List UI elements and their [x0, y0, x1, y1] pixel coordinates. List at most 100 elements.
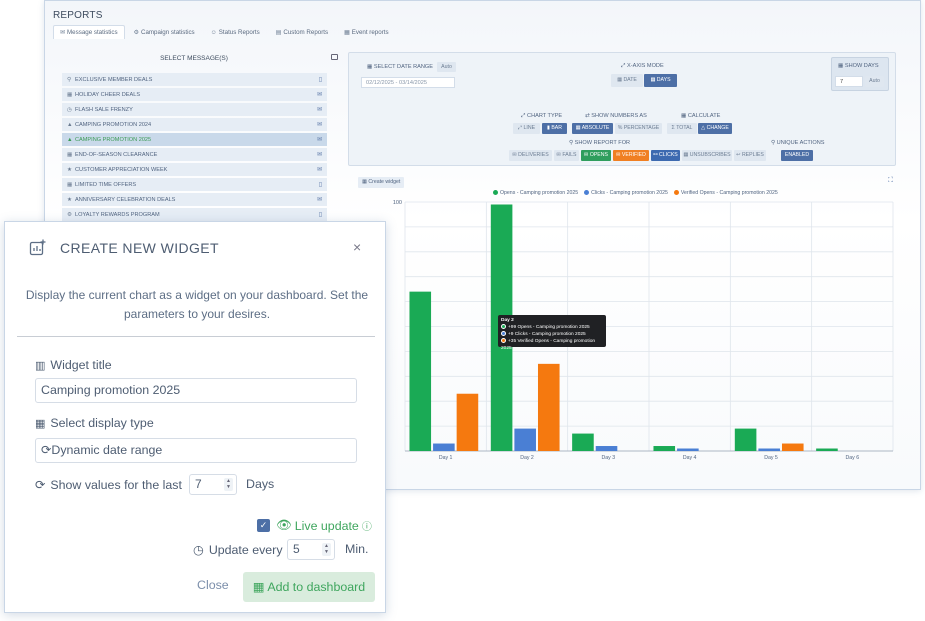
date-range-label-text: SELECT DATE RANGE: [373, 64, 434, 70]
list-item-label: HOLIDAY CHEER DEALS: [75, 91, 141, 98]
legend-item-verified[interactable]: Verified Opens - Camping promotion 2025: [673, 190, 778, 196]
tent-icon: ▲: [67, 121, 73, 128]
unique-actions-toggle[interactable]: ENABLED: [781, 150, 813, 161]
chart-line-button[interactable]: ⤢ LINE: [513, 123, 540, 134]
tab-label: Message statistics: [67, 29, 118, 36]
display-type-label-text: Select display type: [50, 416, 154, 430]
show-days-auto-button[interactable]: Auto: [865, 76, 884, 87]
printer-icon: ▤: [275, 30, 282, 36]
report-clicks-button[interactable]: ⚯ CLICKS: [651, 150, 680, 161]
live-update-checkbox[interactable]: ✓: [257, 519, 270, 532]
tooltip-line-clicks: +9 Clicks - Camping promotion 2025: [501, 331, 603, 338]
xaxis-date-label: DATE: [623, 77, 637, 83]
x-tick-label: Day 4: [683, 455, 697, 461]
unique-actions-label-text: UNIQUE ACTIONS: [776, 140, 825, 146]
chart-bar-button[interactable]: ▮ BAR: [542, 123, 567, 134]
legend-label: Clicks - Camping promotion 2025: [591, 190, 668, 196]
tab-custom-reports[interactable]: ▤ Custom Reports: [269, 25, 335, 39]
stepper-arrows-icon[interactable]: ▲ ▼: [322, 543, 331, 556]
list-item-selected[interactable]: ▲ CAMPING PROMOTION 2025 ✉: [62, 133, 327, 146]
show-days-input[interactable]: 7: [835, 76, 863, 87]
legend-label: Opens - Camping promotion 2025: [500, 190, 579, 196]
calendar-icon: ▦: [617, 77, 624, 83]
bar-chart-icon: ▮: [547, 125, 552, 131]
report-for-label: ⚲ SHOW REPORT FOR: [569, 140, 631, 146]
report-fails-button[interactable]: ✉ FAILS: [554, 150, 579, 161]
xaxis-date-button[interactable]: ▦ DATE: [611, 74, 643, 87]
clock-icon: ◷: [67, 106, 72, 113]
star-icon: ★: [67, 196, 73, 203]
email-icon: ✉: [316, 197, 322, 203]
report-opens-button[interactable]: ✉ OPENS: [581, 150, 611, 161]
list-item[interactable]: ▲ CAMPING PROMOTION 2024 ✉: [62, 118, 327, 131]
tab-status-reports[interactable]: ☺ Status Reports: [204, 25, 267, 39]
calendar-icon: ▦: [67, 91, 73, 98]
tab-message-statistics[interactable]: ✉ Message statistics: [53, 25, 125, 39]
stepper-arrows-icon[interactable]: ▲ ▼: [224, 478, 233, 491]
bar-opens: [572, 433, 594, 451]
list-item[interactable]: ◷ FLASH SALE FRENZY ✉: [62, 103, 327, 116]
update-every-value: 5: [293, 542, 300, 556]
bar-clicks: [514, 428, 536, 451]
chart-tooltip: Day 2 +99 Opens - Camping promotion 2025…: [498, 315, 606, 351]
list-item[interactable]: ▦ HOLIDAY CHEER DEALS ✉: [62, 88, 327, 101]
collapse-panel-icon[interactable]: [331, 54, 338, 60]
tooltip-swatch: [501, 331, 506, 337]
list-item[interactable]: ★ ANNIVERSARY CELEBRATION DEALS ✉: [62, 193, 327, 206]
list-item-label: CUSTOMER APPRECIATION WEEK: [75, 166, 168, 173]
link-icon: ⚯: [653, 152, 660, 158]
expand-icon[interactable]: ⛶: [888, 177, 893, 184]
close-icon[interactable]: ×: [353, 239, 362, 255]
report-for-label-text: SHOW REPORT FOR: [574, 140, 631, 146]
bar-opens: [409, 291, 432, 451]
list-item[interactable]: ▦ END-OF-SEASON CLEARANCE ✉: [62, 148, 327, 161]
list-item[interactable]: ⚲ EXCLUSIVE MEMBER DEALS ▯: [62, 73, 327, 86]
bar-opens: [653, 446, 676, 451]
create-widget-button[interactable]: ▦ Create widget: [358, 177, 405, 188]
report-unsubscribes-label: UNSUBSCRIBES: [689, 152, 731, 158]
widget-title-label: ▥ Widget title: [35, 358, 112, 372]
add-to-dashboard-label: Add to dashboard: [267, 580, 366, 594]
report-replies-label: REPLIES: [741, 152, 764, 158]
numbers-absolute-label: ABSOLUTE: [581, 125, 610, 131]
tab-label: Campaign statistics: [140, 29, 195, 36]
list-item[interactable]: ▦ LIMITED TIME OFFERS ▯: [62, 178, 327, 191]
report-deliveries-button[interactable]: ✉ DELIVERIES: [509, 150, 552, 161]
legend-item-opens[interactable]: Opens - Camping promotion 2025: [493, 190, 578, 196]
xaxis-days-button[interactable]: ▦ DAYS: [644, 74, 677, 87]
report-unsubscribes-button[interactable]: ▦ UNSUBSCRIBES: [682, 150, 732, 161]
report-verified-button[interactable]: ✉ VERIFIED: [613, 150, 649, 161]
date-range-auto-button[interactable]: Auto: [437, 62, 456, 72]
calc-change-button[interactable]: △ CHANGE: [698, 123, 732, 134]
close-button[interactable]: Close: [197, 578, 229, 592]
calendar-icon: ▦: [650, 77, 657, 83]
numbers-absolute-button[interactable]: ▦ ABSOLUTE: [572, 123, 613, 134]
calendar-icon: ▦: [67, 181, 73, 188]
bar-chart: 100 Day 1 Day 2 Day 3 Day 4 Day 5 Day 6: [393, 200, 894, 461]
update-every-stepper[interactable]: 5 ▲ ▼: [287, 539, 335, 560]
chart-type-label: ⤢ CHART TYPE: [521, 113, 563, 119]
tab-campaign-statistics[interactable]: ⚙ Campaign statistics: [127, 25, 202, 39]
chart-controls-panel: ▦ SELECT DATE RANGE Auto 02/12/2025 - 03…: [348, 52, 896, 166]
percent-icon: %: [617, 125, 624, 131]
add-to-dashboard-button[interactable]: ▦ Add to dashboard: [243, 572, 375, 602]
legend-item-clicks[interactable]: Clicks - Camping promotion 2025: [584, 190, 668, 196]
display-type-select[interactable]: ⟳Dynamic date range: [35, 438, 357, 463]
date-range-field[interactable]: 02/12/2025 - 03/14/2025: [361, 77, 455, 88]
tab-event-reports[interactable]: ▦ Event reports: [337, 25, 395, 39]
x-tick-label: Day 3: [602, 455, 616, 461]
show-values-stepper[interactable]: 7 ▲ ▼: [189, 474, 237, 495]
xaxis-mode-label-text: X-AXIS MODE: [627, 63, 664, 69]
list-item[interactable]: ⚙ LOYALTY REWARDS PROGRAM ▯: [62, 208, 327, 221]
list-item[interactable]: ★ CUSTOMER APPRECIATION WEEK ✉: [62, 163, 327, 176]
report-replies-button[interactable]: ↩ REPLIES: [734, 150, 766, 161]
show-numbers-label: ⇄ SHOW NUMBERS AS: [585, 113, 647, 119]
change-icon: △: [701, 125, 707, 131]
info-icon[interactable]: ⓘ: [361, 522, 372, 533]
eye-icon: 👁: [276, 518, 292, 532]
widget-chart-icon: [29, 239, 46, 256]
widget-title-input[interactable]: Camping promotion 2025: [35, 378, 357, 403]
mobile-icon: ▯: [318, 182, 322, 188]
numbers-percentage-button[interactable]: % PERCENTAGE: [615, 123, 662, 134]
calc-total-button[interactable]: Σ TOTAL: [667, 123, 697, 134]
